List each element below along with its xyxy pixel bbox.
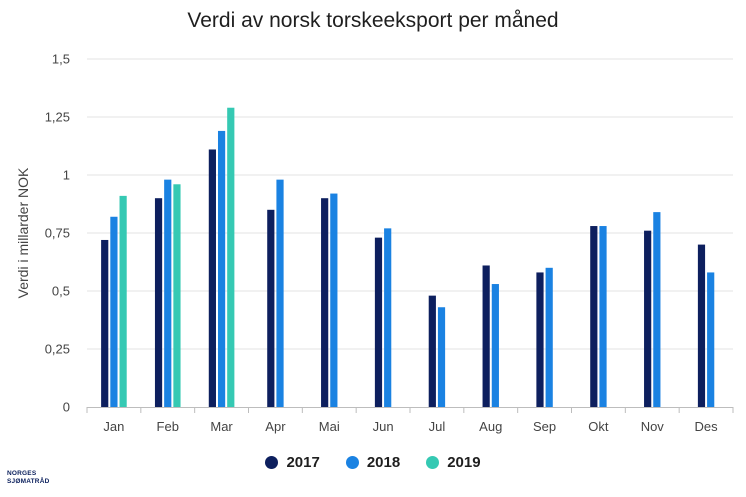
- y-tick-label: 1,25: [45, 110, 70, 125]
- x-tick-labels: Jan Feb Mar Apr Mai Jun Jul Aug Sep Okt Nov Des: [103, 419, 718, 434]
- bar-2018-jan[interactable]: [110, 216, 118, 407]
- bar-2017-aug[interactable]: [482, 265, 490, 407]
- bar-2017-des[interactable]: [697, 244, 706, 407]
- x-tick-label-okt: Okt: [588, 419, 609, 434]
- bar-2018-mar[interactable]: [217, 130, 226, 408]
- x-tick-label-jul: Jul: [429, 419, 446, 434]
- logo-line-2: SJØMATRÅD: [7, 478, 50, 485]
- legend-item-2018[interactable]: 2018: [345, 454, 401, 471]
- x-tick-label-mar: Mar: [210, 419, 233, 434]
- bar-2018-sep[interactable]: [545, 267, 553, 407]
- bar-2017-mar[interactable]: [208, 149, 216, 408]
- x-tick-label-des: Des: [695, 419, 719, 434]
- x-tick-label-jun: Jun: [373, 419, 394, 434]
- bar-2018-jul[interactable]: [437, 307, 446, 407]
- legend-swatch-2018: [345, 456, 359, 469]
- y-tick-label: 0,75: [45, 226, 70, 241]
- legend-label-2017: 2017: [286, 454, 320, 471]
- x-axis: [86, 407, 734, 413]
- bar-2018-jun[interactable]: [384, 228, 392, 407]
- bar-2017-feb[interactable]: [154, 198, 163, 407]
- bars: [101, 107, 715, 408]
- norges-sjomatrad-logo: NORGES SJØMATRÅD: [7, 470, 50, 486]
- legend-swatch-2017: [265, 456, 279, 469]
- bar-2017-jan[interactable]: [101, 239, 109, 407]
- bar-2018-okt[interactable]: [599, 226, 607, 407]
- bar-2018-feb[interactable]: [164, 179, 172, 407]
- bar-2019-feb[interactable]: [173, 184, 181, 407]
- bar-2017-sep[interactable]: [536, 272, 544, 407]
- x-tick-label-aug: Aug: [479, 419, 502, 434]
- y-tick-label: 0: [63, 400, 70, 415]
- bar-2017-nov[interactable]: [644, 230, 652, 407]
- y-tick-label: 1: [63, 168, 70, 183]
- x-tick-label-feb: Feb: [157, 419, 179, 434]
- x-tick-label-nov: Nov: [641, 419, 665, 434]
- x-tick-label-mai: Mai: [319, 419, 340, 434]
- legend-item-2017[interactable]: 2017: [265, 454, 320, 471]
- gridlines: [87, 58, 733, 350]
- x-tick-label-jan: Jan: [103, 419, 124, 434]
- legend-item-2019[interactable]: 2019: [426, 454, 481, 471]
- bar-2019-mar[interactable]: [227, 107, 235, 407]
- legend-swatch-2019: [426, 456, 440, 469]
- chart-title: Verdi av norsk torskeeksport per måned: [187, 9, 559, 32]
- bar-2017-mai[interactable]: [321, 198, 329, 407]
- legend-label-2018: 2018: [366, 454, 401, 471]
- y-axis-title: Verdi i millarder NOK: [15, 167, 31, 298]
- bar-2018-des[interactable]: [707, 272, 715, 407]
- y-tick-label: 1,5: [52, 52, 70, 67]
- y-tick-label: 0,25: [45, 342, 70, 357]
- bar-2019-jan[interactable]: [119, 195, 127, 407]
- bar-2018-apr[interactable]: [276, 179, 284, 407]
- y-tick-labels: 0 0,25 0,5 0,75 1 1,25 1,5: [45, 52, 70, 415]
- bar-2017-apr[interactable]: [267, 209, 275, 407]
- y-tick-label: 0,5: [52, 284, 70, 299]
- bar-2018-aug[interactable]: [491, 284, 499, 407]
- bar-2017-jul[interactable]: [428, 295, 436, 407]
- legend: 2017 2018 2019: [0, 454, 746, 471]
- bar-2017-jun[interactable]: [374, 237, 383, 407]
- x-tick-label-apr: Apr: [265, 419, 286, 434]
- bar-2017-okt[interactable]: [590, 226, 598, 407]
- logo-line-1: NORGES: [7, 470, 37, 477]
- bar-2018-mai[interactable]: [330, 193, 338, 407]
- x-tick-label-sep: Sep: [533, 419, 556, 434]
- bar-2018-nov[interactable]: [653, 212, 661, 407]
- legend-label-2019: 2019: [447, 454, 481, 471]
